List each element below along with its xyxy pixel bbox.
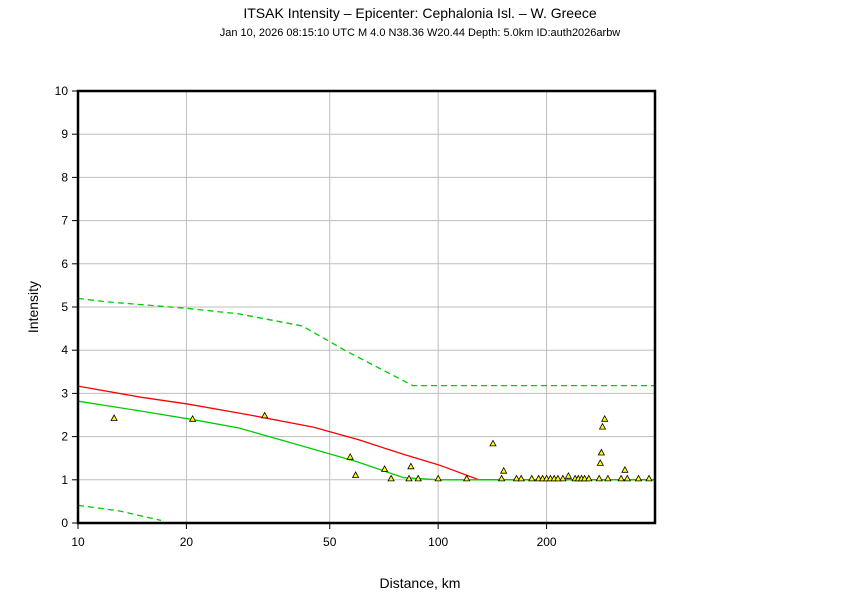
data-point bbox=[517, 474, 525, 482]
data-point bbox=[110, 414, 118, 421]
y-tick-label: 9 bbox=[61, 127, 68, 141]
chart-titles: ITSAK Intensity – Epicenter: Cephalonia … bbox=[220, 5, 621, 39]
dashed-curve bbox=[77, 504, 162, 522]
data-point bbox=[407, 462, 415, 470]
data-point bbox=[188, 414, 197, 422]
data-point bbox=[564, 471, 573, 479]
data-point bbox=[351, 471, 360, 478]
dashed-curve bbox=[77, 297, 655, 387]
x-tick-label: 20 bbox=[180, 535, 194, 549]
data-point bbox=[621, 465, 629, 473]
data-point bbox=[434, 474, 442, 482]
y-axis-ticks: 0 1 2 3 4 5 6 7 8 9 10 bbox=[55, 84, 78, 530]
data-point bbox=[463, 474, 471, 482]
chart-subtitle: Jan 10, 2026 08:15:10 UTC M 4.0 N38.36 W… bbox=[220, 27, 621, 39]
data-point bbox=[414, 474, 422, 482]
y-tick-label: 2 bbox=[61, 430, 68, 444]
data-point bbox=[500, 466, 508, 474]
x-tick-label: 50 bbox=[323, 535, 337, 549]
y-tick-label: 7 bbox=[61, 214, 68, 228]
x-axis-ticks: 10 20 50 100 200 bbox=[71, 523, 557, 549]
data-point bbox=[554, 474, 562, 482]
y-tick-label: 3 bbox=[61, 386, 68, 400]
y-tick-label: 5 bbox=[61, 300, 68, 314]
data-point bbox=[634, 474, 643, 482]
x-axis-label: Distance, km bbox=[380, 575, 461, 591]
y-tick-label: 8 bbox=[61, 170, 68, 184]
data-point bbox=[604, 474, 612, 482]
data-point bbox=[617, 474, 625, 482]
prediction-curves bbox=[77, 297, 655, 522]
y-tick-label: 10 bbox=[55, 84, 69, 98]
y-tick-label: 6 bbox=[61, 257, 68, 271]
chart-title: ITSAK Intensity – Epicenter: Cephalonia … bbox=[243, 5, 596, 21]
data-point bbox=[489, 439, 497, 447]
data-point bbox=[528, 474, 536, 482]
observation-points bbox=[110, 411, 653, 482]
solid-curve bbox=[77, 400, 655, 481]
y-tick-label: 4 bbox=[61, 343, 68, 357]
y-tick-label: 0 bbox=[61, 516, 68, 530]
data-point bbox=[512, 474, 521, 482]
y-axis-label: Intensity bbox=[25, 281, 41, 333]
data-point bbox=[497, 474, 506, 482]
data-point bbox=[380, 465, 389, 472]
data-point bbox=[346, 452, 354, 460]
data-point bbox=[405, 474, 413, 482]
data-point bbox=[387, 474, 395, 482]
data-point bbox=[601, 414, 609, 422]
grid-lines bbox=[77, 90, 655, 524]
data-point bbox=[595, 474, 603, 482]
x-tick-label: 200 bbox=[537, 535, 557, 549]
data-point bbox=[596, 459, 604, 466]
data-point bbox=[645, 474, 653, 482]
data-point bbox=[585, 474, 593, 482]
solid-curve bbox=[77, 385, 655, 481]
y-tick-label: 1 bbox=[61, 473, 68, 487]
x-tick-label: 10 bbox=[71, 535, 85, 549]
data-point bbox=[261, 411, 269, 419]
x-tick-label: 100 bbox=[428, 535, 448, 549]
data-point bbox=[597, 448, 606, 456]
data-point bbox=[598, 422, 607, 430]
data-point bbox=[559, 474, 567, 482]
data-point bbox=[623, 474, 631, 482]
